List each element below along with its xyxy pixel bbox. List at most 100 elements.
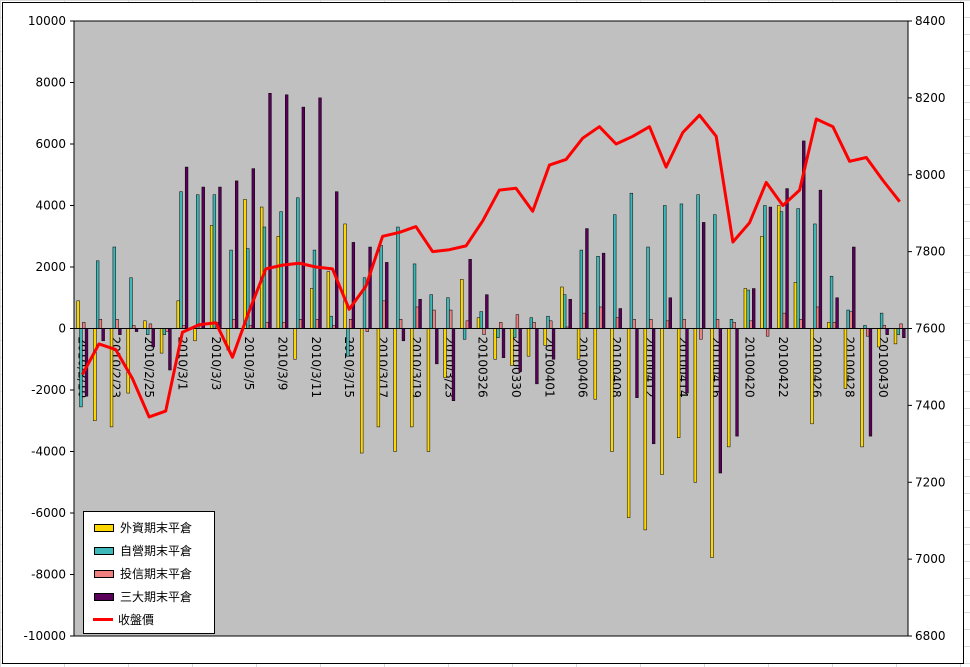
x-axis-tick-label: 2010/3/1: [175, 337, 189, 391]
y-axis-tick-label: -2000: [31, 383, 66, 397]
bar: [760, 236, 764, 329]
y2-axis-tick-label: 7600: [915, 322, 946, 336]
bar: [893, 328, 898, 345]
bar: [843, 328, 848, 389]
bar: [410, 328, 414, 428]
bar: [379, 245, 383, 329]
bar: [118, 328, 122, 335]
bar: [465, 320, 470, 329]
bar: [793, 282, 798, 329]
bar: [860, 328, 864, 448]
legend[interactable]: 外資期末平倉 自營期末平倉 投信期末平倉 三大期末平倉 收盤價: [83, 511, 215, 634]
bar: [518, 328, 522, 372]
x-axis-tick-label: 20100430: [876, 337, 890, 398]
bar: [126, 328, 130, 394]
bar: [777, 205, 781, 329]
x-axis-tick-label: 20100422: [776, 337, 790, 398]
legend-swatch-total: [94, 592, 114, 601]
bar: [512, 328, 517, 338]
legend-item-total: 三大期末平倉: [84, 585, 214, 608]
y-axis-tick-label: 4000: [35, 199, 66, 213]
bar: [799, 319, 803, 329]
legend-label-foreign: 外資期末平倉: [120, 521, 193, 535]
bar: [209, 225, 214, 329]
bar: [827, 322, 831, 329]
bar: [260, 206, 264, 329]
bar: [885, 328, 889, 335]
bar: [749, 320, 753, 329]
bar: [543, 328, 547, 346]
y-axis-tick-label: 10000: [28, 14, 66, 28]
bar: [499, 322, 503, 329]
bar: [849, 311, 853, 329]
bar: [818, 189, 823, 329]
bar: [879, 312, 884, 329]
bar: [729, 319, 734, 329]
bar: [829, 275, 834, 329]
bar: [360, 328, 364, 454]
series-line-close: [80, 113, 901, 419]
bar: [429, 294, 433, 329]
bar: [159, 328, 164, 354]
bar: [376, 328, 381, 428]
bar: [451, 328, 456, 402]
bar: [368, 246, 372, 329]
bar: [479, 311, 483, 329]
bar: [201, 186, 205, 329]
bar: [596, 255, 600, 329]
bar: [582, 312, 586, 329]
bar: [660, 328, 664, 475]
bar: [382, 300, 386, 329]
bar: [401, 328, 406, 342]
bar: [212, 194, 217, 329]
y-axis-tick-label: -10000: [23, 629, 66, 643]
bar: [435, 328, 439, 365]
bar: [877, 328, 881, 348]
bar: [779, 211, 784, 329]
bar: [866, 328, 870, 337]
bar: [629, 192, 634, 329]
bar: [579, 249, 583, 329]
bar: [93, 328, 97, 421]
bar: [385, 262, 389, 329]
y-axis-tick-label: -8000: [31, 568, 66, 582]
bar: [293, 328, 297, 360]
bar: [601, 252, 606, 329]
bar: [546, 315, 550, 329]
bar: [298, 319, 303, 329]
bar: [485, 294, 489, 329]
x-axis-tick-label: 2010/3/5: [242, 337, 256, 391]
y-axis-tick-label: 2000: [35, 260, 66, 274]
bar: [79, 328, 83, 408]
y-axis-tick-label: 0: [58, 322, 66, 336]
legend-label-dealer: 自營期末平倉: [120, 544, 193, 558]
x-axis-tick-label: 20100326: [476, 337, 490, 398]
bar: [593, 328, 597, 400]
bar: [468, 259, 472, 329]
bar: [229, 249, 233, 329]
x-axis-tick-label: 2010/2/25: [142, 337, 156, 399]
bar: [526, 328, 531, 357]
bar: [752, 288, 756, 329]
bar: [718, 328, 722, 474]
bar: [446, 297, 450, 329]
bar: [301, 106, 305, 329]
bar: [551, 328, 556, 360]
bar: [682, 319, 686, 329]
bar: [735, 328, 739, 437]
bar: [768, 206, 773, 329]
y-axis-tick-label: -4000: [31, 445, 66, 459]
bar: [399, 319, 403, 329]
bar: [282, 322, 286, 329]
bar: [179, 191, 183, 329]
bar: [510, 328, 514, 366]
bar: [813, 223, 817, 329]
bar: [649, 319, 653, 329]
bar: [312, 249, 317, 329]
bar: [668, 297, 672, 329]
bar: [162, 328, 166, 335]
bar: [279, 211, 283, 329]
bar: [613, 214, 617, 329]
bar: [432, 309, 436, 329]
